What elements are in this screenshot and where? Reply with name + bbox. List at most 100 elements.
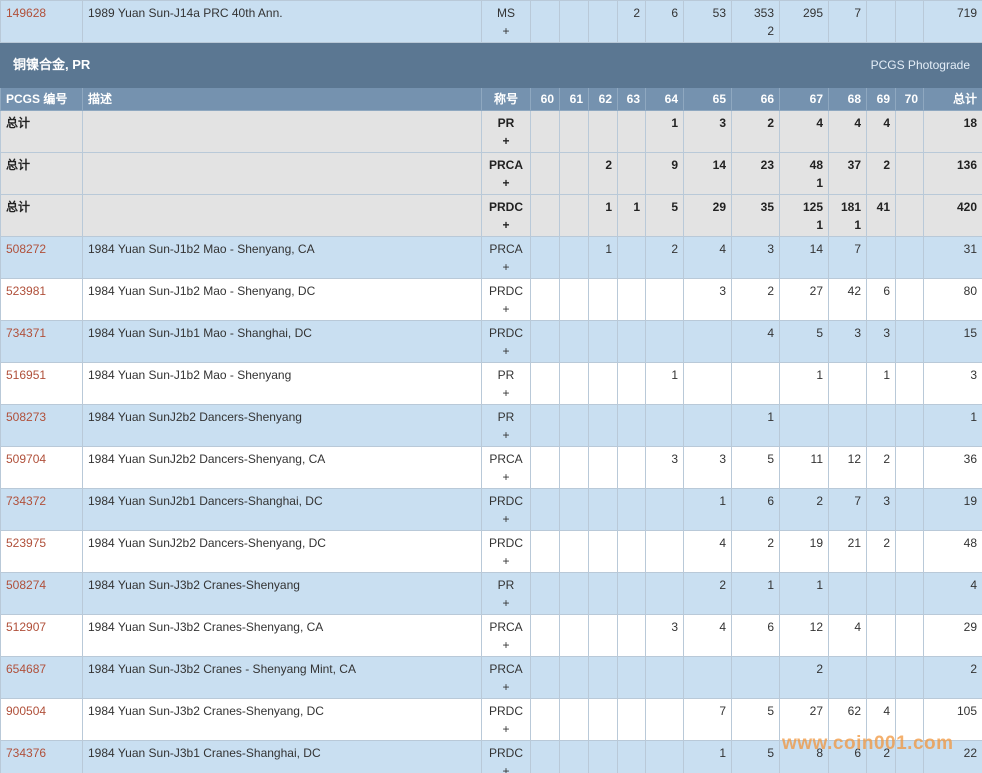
empty-cell — [559, 614, 589, 657]
pcgs-link[interactable]: 523981 — [6, 284, 47, 298]
empty-cell — [617, 404, 646, 447]
count: 4 — [731, 320, 780, 363]
count: 2 — [683, 572, 732, 615]
description: 1984 Yuan SunJ2b2 Dancers-Shenyang — [82, 404, 482, 447]
empty-cell — [588, 530, 618, 573]
grade: PR + — [481, 572, 531, 615]
pcgs-link[interactable]: 516951 — [6, 368, 47, 382]
count: 42 — [828, 278, 867, 321]
empty-cell — [82, 152, 482, 195]
column-header: 62 — [588, 87, 618, 111]
empty-cell — [645, 320, 684, 363]
count: 1 — [866, 362, 896, 405]
pcgs-link[interactable]: 508272 — [6, 242, 47, 256]
empty-cell — [895, 194, 924, 237]
empty-cell — [588, 320, 618, 363]
description: 1984 Yuan SunJ2b2 Dancers-Shenyang, DC — [82, 530, 482, 573]
pcgs-link[interactable]: 734371 — [6, 326, 47, 340]
empty-cell — [559, 110, 589, 153]
count: 62 — [828, 698, 867, 741]
pcgs-link[interactable]: 734372 — [6, 494, 47, 508]
empty-cell — [530, 446, 560, 489]
table-row: 734371 1984 Yuan Sun-J1b1 Mao - Shanghai,… — [0, 320, 982, 363]
description: 1984 Yuan Sun-J1b2 Mao - Shenyang, CA — [82, 236, 482, 279]
count: 4 — [683, 614, 732, 657]
empty-cell — [617, 740, 646, 773]
count: 3 — [828, 320, 867, 363]
description: 1984 Yuan SunJ2b1 Dancers-Shanghai, DC — [82, 488, 482, 531]
count: 6 — [731, 488, 780, 531]
empty-cell — [617, 698, 646, 741]
pcgs-link[interactable]: 508273 — [6, 410, 47, 424]
column-header: 总计 — [923, 87, 982, 111]
grade: PR + — [481, 404, 531, 447]
count: 7 — [828, 0, 867, 43]
pcgs-cell: 523981 — [0, 278, 83, 321]
watermark: www.coin001.com — [782, 733, 954, 754]
count: 3 — [683, 446, 732, 489]
section-title: 铜镍合金, PR — [13, 57, 91, 72]
empty-cell — [559, 236, 589, 279]
count: 4 — [683, 530, 732, 573]
count: 7 — [683, 698, 732, 741]
empty-cell — [645, 404, 684, 447]
count: 1 — [923, 404, 982, 447]
description: 1984 Yuan Sun-J3b2 Cranes-Shenyang — [82, 572, 482, 615]
count: 1 — [645, 110, 684, 153]
empty-cell — [617, 530, 646, 573]
empty-cell — [588, 614, 618, 657]
pcgs-cell: 654687 — [0, 656, 83, 699]
column-header: 69 — [866, 87, 896, 111]
count: 12 — [828, 446, 867, 489]
grade: PRDC + — [481, 488, 531, 531]
empty-cell — [82, 194, 482, 237]
pcgs-link[interactable]: 508274 — [6, 578, 47, 592]
count: 4 — [923, 572, 982, 615]
empty-cell — [530, 614, 560, 657]
grade: PR + — [481, 110, 531, 153]
pcgs-link[interactable]: 523975 — [6, 536, 47, 550]
empty-cell — [617, 110, 646, 153]
empty-cell — [645, 656, 684, 699]
column-header: 63 — [617, 87, 646, 111]
count: 2 — [731, 530, 780, 573]
count: 29 — [923, 614, 982, 657]
table-row: 523981 1984 Yuan Sun-J1b2 Mao - Shenyang,… — [0, 278, 982, 321]
column-header: 67 — [779, 87, 829, 111]
empty-cell — [617, 656, 646, 699]
empty-cell — [895, 0, 924, 43]
table-row: 总计 PR +1 3 2 4 4 4 18 — [0, 110, 982, 153]
empty-cell — [82, 110, 482, 153]
count: 4 — [866, 698, 896, 741]
pcgs-link[interactable]: 509704 — [6, 452, 47, 466]
pcgs-link[interactable]: 900504 — [6, 704, 47, 718]
grade: PRCA + — [481, 656, 531, 699]
grade: PR + — [481, 362, 531, 405]
pcgs-cell: 516951 — [0, 362, 83, 405]
column-header: 描述 — [82, 87, 482, 111]
count: 6 — [828, 740, 867, 773]
count: 21 — [828, 530, 867, 573]
table-row: 509704 1984 Yuan SunJ2b2 Dancers-Shenyang… — [0, 446, 982, 489]
count: 41 — [866, 194, 896, 237]
count: 18 — [923, 110, 982, 153]
table-row: 512907 1984 Yuan Sun-J3b2 Cranes-Shenyang… — [0, 614, 982, 657]
count: 136 — [923, 152, 982, 195]
count: 53 — [683, 0, 732, 43]
empty-cell — [588, 0, 618, 43]
pcgs-link[interactable]: 654687 — [6, 662, 47, 676]
empty-cell — [588, 278, 618, 321]
count: 3 — [731, 236, 780, 279]
grade: PRCA + — [481, 614, 531, 657]
empty-cell — [530, 740, 560, 773]
pcgs-link[interactable]: 734376 — [6, 746, 47, 760]
count: 4 — [779, 110, 829, 153]
count: 22 — [923, 740, 982, 773]
pcgs-link[interactable]: 512907 — [6, 620, 47, 634]
pcgs-link[interactable]: 149628 — [6, 6, 47, 20]
count: 2 — [866, 530, 896, 573]
photograde-link[interactable]: PCGS Photograde — [870, 58, 970, 72]
count: 7 — [828, 236, 867, 279]
table-row: 508274 1984 Yuan Sun-J3b2 Cranes-Shenyang… — [0, 572, 982, 615]
